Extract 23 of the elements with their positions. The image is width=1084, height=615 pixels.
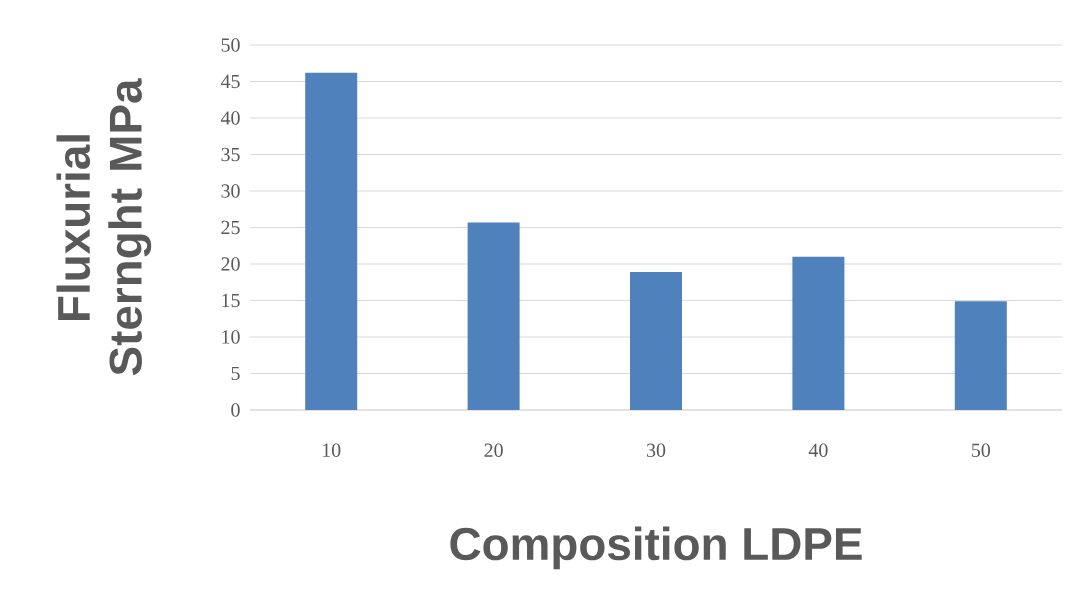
x-axis-title: Composition LDPE	[450, 526, 862, 570]
x-tick-label: 10	[322, 443, 341, 457]
y-tick-label: 0	[231, 403, 240, 417]
y-tick-label: 5	[231, 366, 240, 381]
y-tick-label: 50	[221, 38, 240, 52]
x-tick-label: 50	[972, 443, 991, 457]
bar	[630, 272, 682, 410]
bar	[954, 301, 1007, 410]
y-tick-label: 40	[220, 111, 240, 125]
y-tick-label: 35	[221, 147, 240, 162]
bar	[792, 256, 845, 410]
y-tick-label: 20	[221, 257, 240, 271]
y-tick-label: 25	[221, 220, 240, 235]
x-tick-label: 40	[808, 443, 828, 457]
x-tick-label: 20	[484, 443, 503, 457]
bar	[305, 72, 358, 410]
x-tick-label: 30	[646, 443, 666, 457]
y-tick-label: 10	[222, 330, 240, 344]
y-tick-label: 30	[221, 184, 240, 198]
y-axis-title: Fluxurial Sternght MPa	[56, 78, 152, 376]
y-tick-label: 45	[220, 74, 240, 89]
y-tick-label: 15	[222, 293, 240, 308]
bar	[467, 222, 520, 410]
